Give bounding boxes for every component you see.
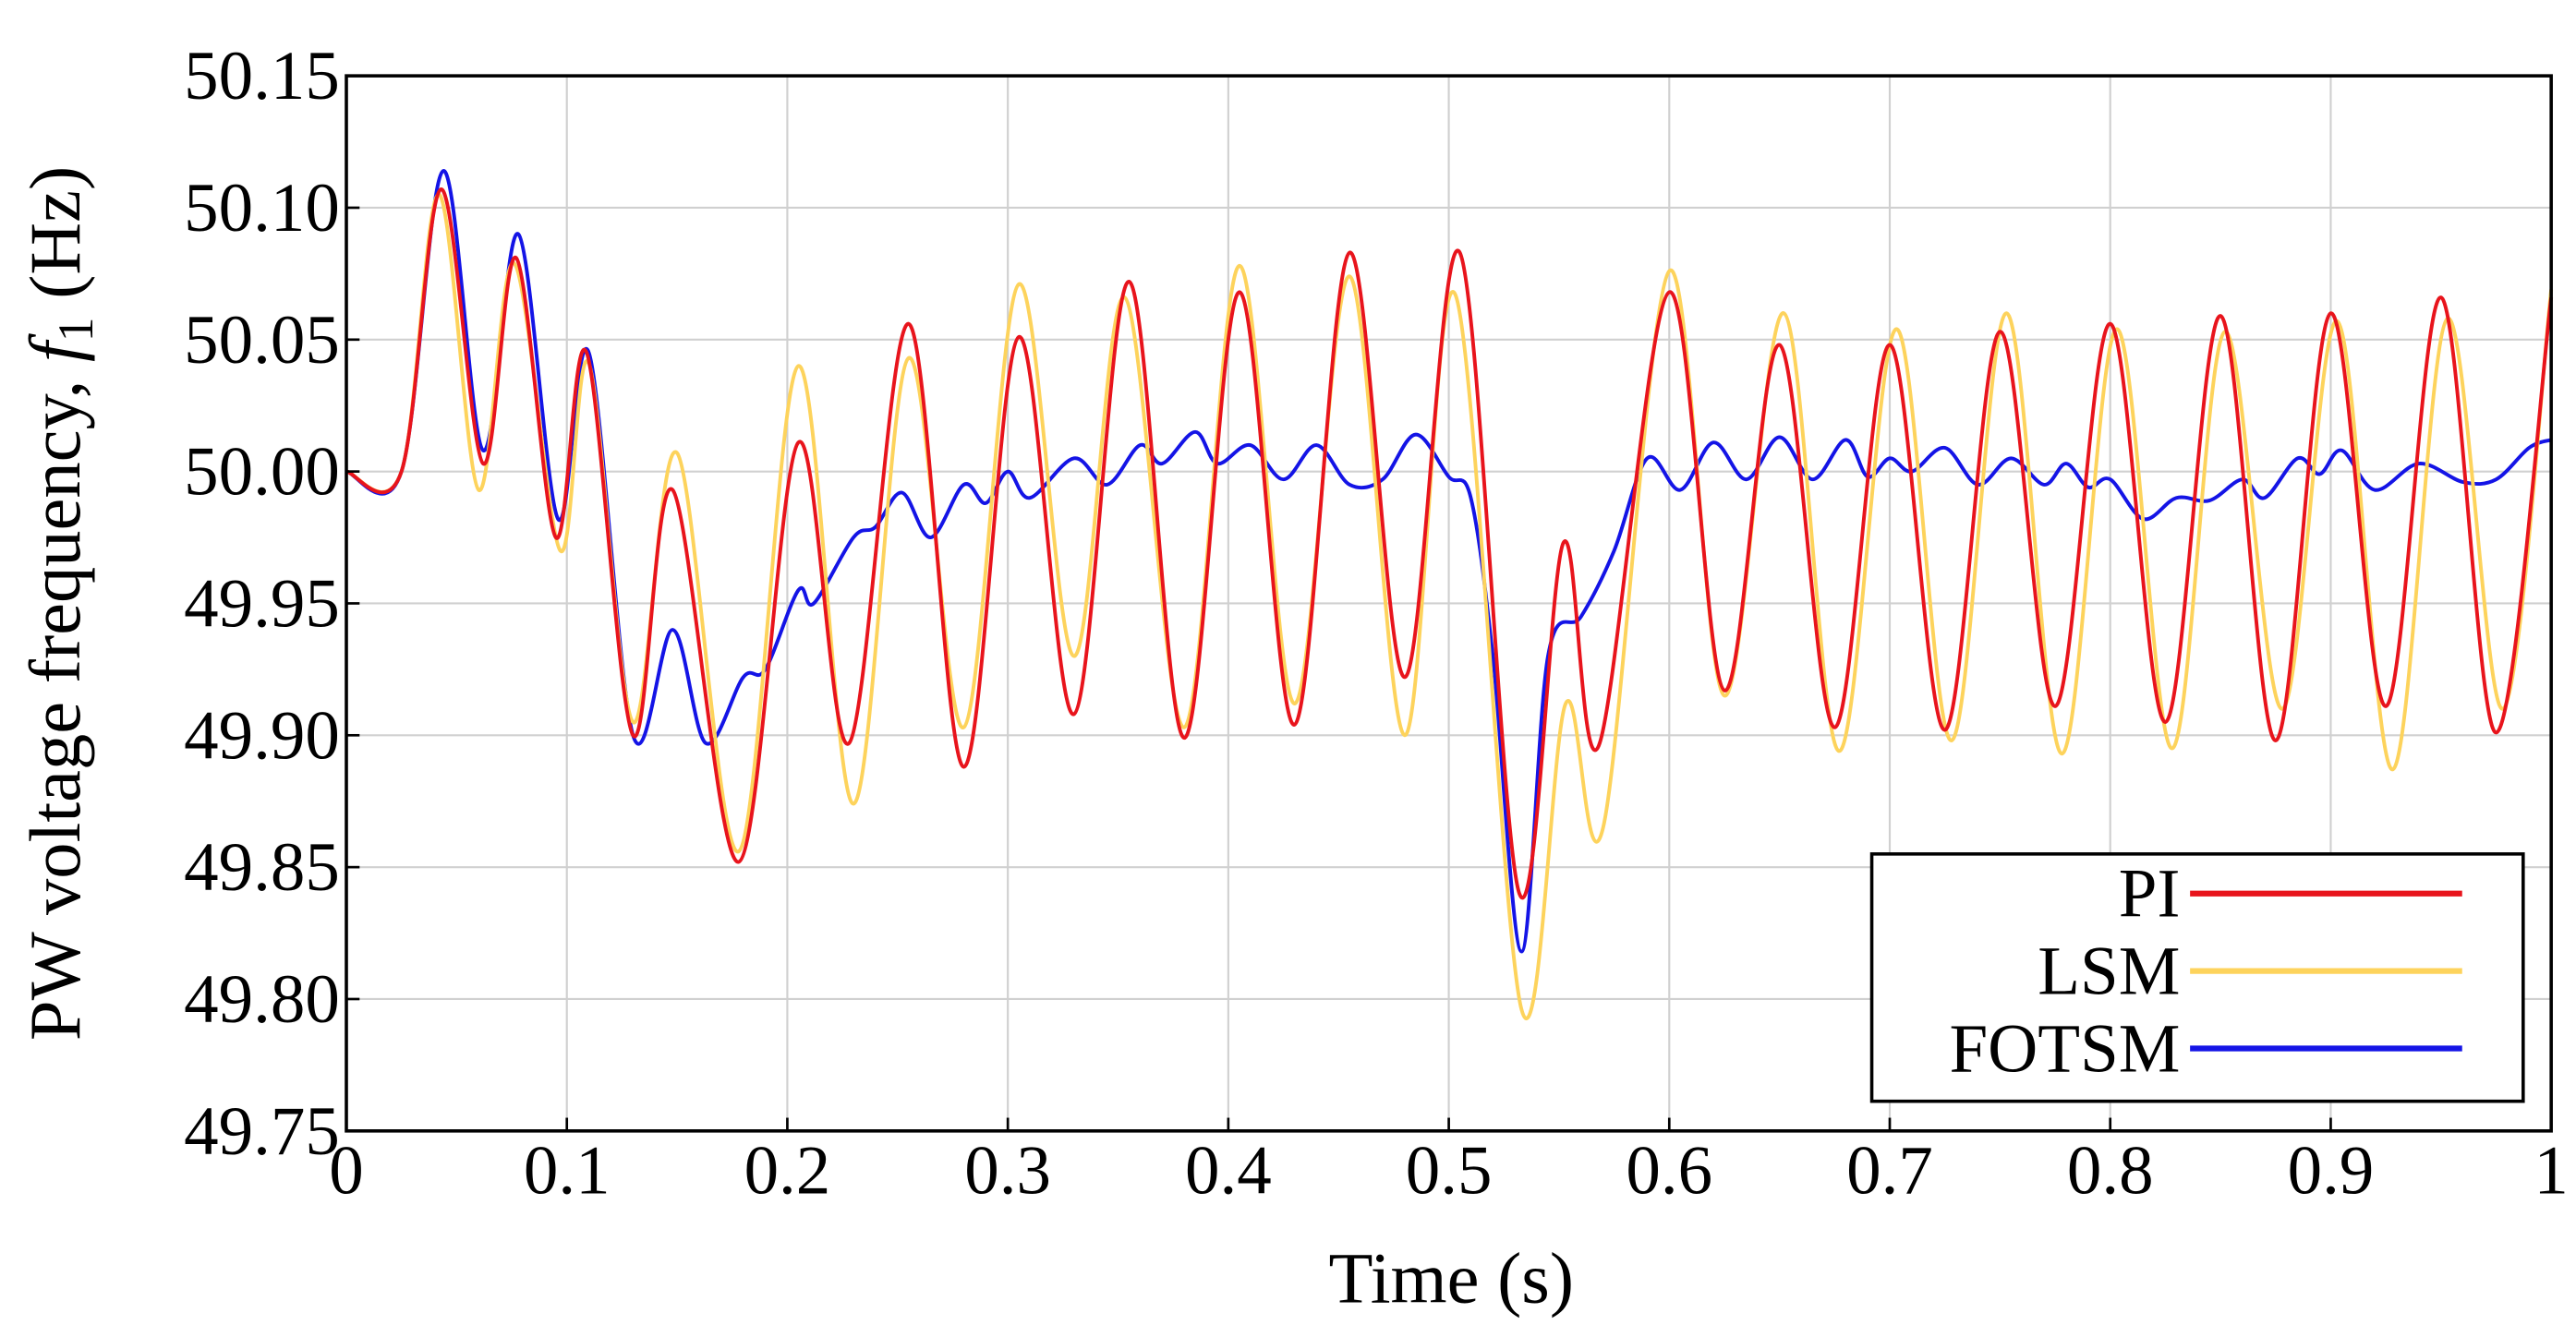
y-tick-label: 49.90 [184,697,340,774]
series-line [345,168,2552,954]
y-axis-label: PW voltage frequency, f1 (Hz) [15,166,103,1041]
x-tick-label: 0.6 [1626,1133,1712,1210]
legend-label: LSM [2038,933,2180,1010]
x-tick-label: 0 [329,1133,363,1210]
x-tick-label: 1 [2534,1133,2568,1210]
x-tick-label: 0.1 [524,1133,611,1210]
y-tick-label: 50.05 [184,302,340,379]
y-label-sub: 1 [48,317,103,342]
x-tick-label: 0.5 [1406,1133,1493,1210]
x-tick-label: 0.4 [1185,1133,1272,1210]
x-axis-label: Time (s) [1328,1238,1574,1319]
series-line [345,187,2554,899]
x-tick-label: 0.2 [744,1133,831,1210]
y-tick-label: 50.10 [184,170,340,247]
y-tick-label: 50.15 [184,38,340,114]
legend-label: PI [2119,856,2181,933]
y-label-text: PW voltage frequency, [15,362,95,1041]
ticks: 0 0.1 0.2 0.3 0.4 0.5 0.6 0.7 0.8 0.9 1 49.75 49.80 4… [184,38,2569,1210]
x-tick-label: 0.9 [2288,1133,2375,1210]
y-tick-label: 49.85 [184,829,340,906]
y-tick-label: 49.80 [184,961,340,1038]
x-tick-label: 0.3 [964,1133,1051,1210]
x-tick-label: 0.7 [1846,1133,1933,1210]
legend-label: FOTSM [1949,1011,2180,1088]
y-tick-label: 50.00 [184,434,340,511]
y-tick-label: 49.95 [184,565,340,642]
y-tick-label: 49.75 [184,1093,340,1170]
x-tick-label: 0.8 [2067,1133,2154,1210]
plot-lines [345,168,2554,1021]
y-label-unit: (Hz) [15,166,95,318]
